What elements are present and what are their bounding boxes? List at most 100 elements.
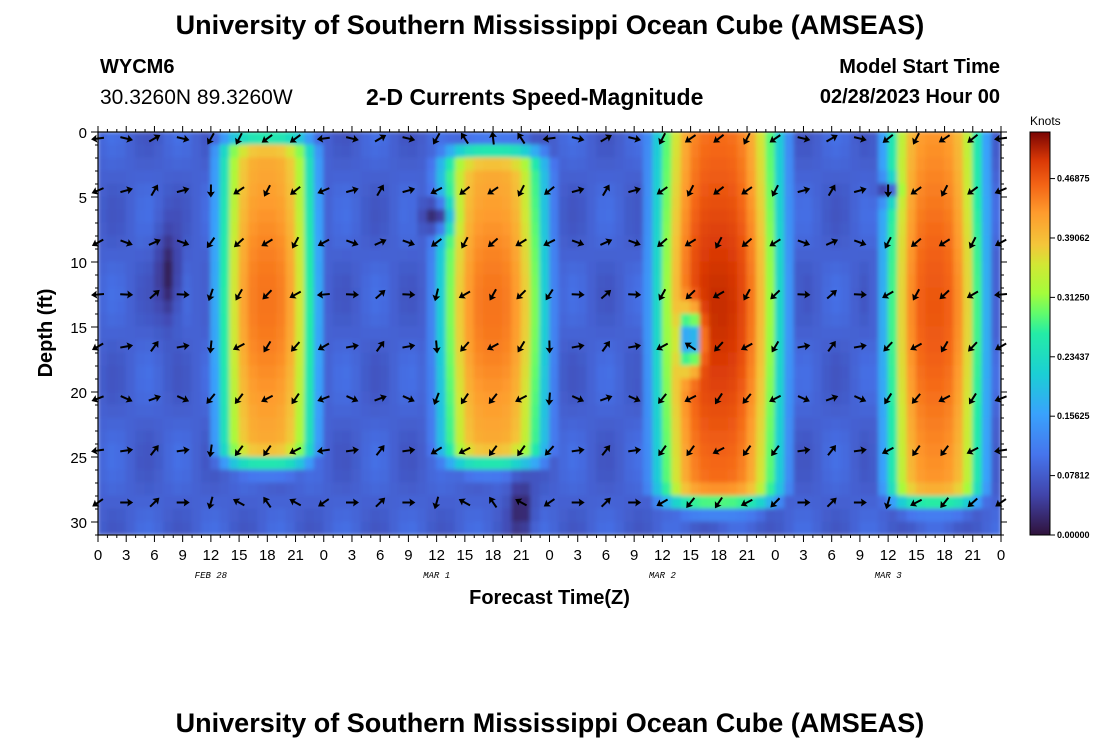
heatmap-cell xyxy=(520,391,532,406)
heatmap-cell xyxy=(652,352,663,367)
heatmap-cell xyxy=(229,521,240,535)
heatmap-cell xyxy=(210,157,221,172)
heatmap-cell xyxy=(501,157,513,172)
heatmap-cell xyxy=(934,222,946,237)
heatmap-cell xyxy=(426,482,438,497)
heatmap-cell xyxy=(840,482,851,497)
heatmap-cell xyxy=(257,430,268,445)
heatmap-cell xyxy=(445,417,456,432)
heatmap-cell xyxy=(972,469,983,484)
heatmap-cell xyxy=(360,352,372,367)
current-arrow xyxy=(290,185,301,195)
heatmap-cell xyxy=(389,404,400,419)
heatmap-cell xyxy=(652,378,663,393)
heatmap-cell xyxy=(718,339,729,354)
heatmap-cell xyxy=(285,196,297,211)
heatmap-cell xyxy=(172,300,184,315)
heatmap-cell xyxy=(511,482,522,497)
heatmap-cell xyxy=(906,144,917,159)
heatmap-cell xyxy=(473,287,485,302)
heatmap-cell xyxy=(360,222,372,237)
heatmap-cell xyxy=(812,378,823,393)
heatmap-cell xyxy=(661,521,673,535)
heatmap-cell xyxy=(859,209,870,224)
heatmap-cell xyxy=(295,144,306,159)
heatmap-cell xyxy=(765,222,776,237)
heatmap-cell xyxy=(633,170,645,185)
heatmap-cell xyxy=(153,196,165,211)
heatmap-cell xyxy=(144,326,155,341)
heatmap-cell xyxy=(238,352,249,367)
heatmap-cell xyxy=(229,391,240,406)
heatmap-cell xyxy=(567,326,579,341)
heatmap-cell xyxy=(483,132,494,146)
heatmap-cell xyxy=(953,339,964,354)
heatmap-cell xyxy=(492,417,503,432)
heatmap-cell xyxy=(313,235,325,250)
heatmap-cell xyxy=(182,404,193,419)
heatmap-cell xyxy=(360,417,372,432)
heatmap-cell xyxy=(633,144,645,159)
heatmap-cell xyxy=(962,196,974,211)
heatmap-cell xyxy=(398,378,409,393)
heatmap-cell xyxy=(530,287,541,302)
heatmap-cell xyxy=(172,157,184,172)
heatmap-cell xyxy=(200,196,212,211)
heatmap-cell xyxy=(295,287,306,302)
heatmap-cell xyxy=(417,339,428,354)
heatmap-cell xyxy=(200,183,212,198)
heatmap-cell xyxy=(539,248,550,263)
heatmap-cell xyxy=(953,248,964,263)
heatmap-cell xyxy=(342,157,353,172)
heatmap-cell xyxy=(643,132,654,146)
heatmap-cell xyxy=(934,469,946,484)
heatmap-cell xyxy=(981,521,993,535)
heatmap-cell xyxy=(389,287,400,302)
heatmap-cell xyxy=(699,287,710,302)
heatmap-cell xyxy=(765,157,776,172)
heatmap-cell xyxy=(182,222,193,237)
heatmap-cell xyxy=(426,313,438,328)
heatmap-cell xyxy=(887,352,899,367)
heatmap-cell xyxy=(915,326,927,341)
heatmap-cell xyxy=(962,222,974,237)
heatmap-cell xyxy=(680,248,692,263)
heatmap-cell xyxy=(793,248,804,263)
heatmap-cell xyxy=(934,183,946,198)
heatmap-cell xyxy=(483,248,494,263)
heatmap-cell xyxy=(257,144,268,159)
heatmap-cell xyxy=(878,222,889,237)
heatmap-cell xyxy=(492,508,503,523)
heatmap-cell xyxy=(229,482,240,497)
heatmap-cell xyxy=(360,261,372,276)
heatmap-cell xyxy=(210,274,221,289)
heatmap-cell xyxy=(511,456,522,471)
heatmap-cell xyxy=(774,482,786,497)
current-arrow xyxy=(769,134,781,143)
heatmap-cell xyxy=(868,352,880,367)
heatmap-cell xyxy=(661,365,673,380)
heatmap-cell xyxy=(708,469,720,484)
heatmap-cell xyxy=(219,365,231,380)
current-arrow xyxy=(771,184,779,197)
colorbar-tick-label: 0.15625 xyxy=(1057,411,1090,421)
heatmap-cell xyxy=(257,469,268,484)
heatmap-cell xyxy=(567,521,579,535)
heatmap-cell xyxy=(473,430,485,445)
current-arrow xyxy=(769,394,782,403)
heatmap-cell xyxy=(661,261,673,276)
heatmap-cell xyxy=(200,222,212,237)
colorbar-tick-label: 0.31250 xyxy=(1057,292,1090,302)
heatmap-cell xyxy=(360,469,372,484)
heatmap-cell xyxy=(765,521,776,535)
heatmap-cell xyxy=(868,404,880,419)
heatmap-cell xyxy=(972,183,983,198)
heatmap-cell xyxy=(116,352,127,367)
heatmap-cell xyxy=(445,352,456,367)
heatmap-cell xyxy=(464,378,475,393)
heatmap-cell xyxy=(643,482,654,497)
heatmap-cell xyxy=(962,132,974,146)
heatmap-cell xyxy=(351,417,362,432)
heatmap-cell xyxy=(426,222,438,237)
heatmap-cell xyxy=(727,404,739,419)
